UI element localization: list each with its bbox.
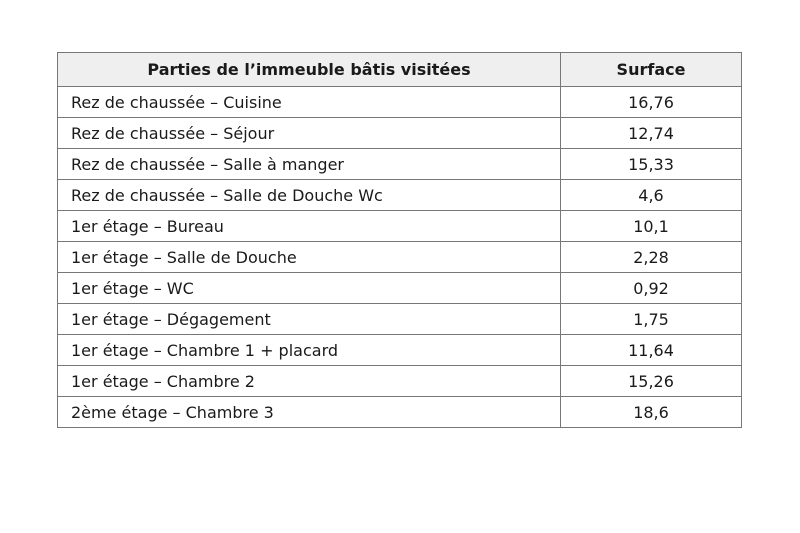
table-row: Rez de chaussée – Cuisine 16,76	[57, 86, 742, 118]
table-row: 1er étage – Chambre 2 15,26	[57, 365, 742, 397]
surface-table: Parties de l’immeuble bâtis visitées Sur…	[57, 52, 742, 428]
cell-surface: 18,6	[560, 396, 742, 428]
cell-part: 1er étage – WC	[57, 272, 561, 304]
cell-surface: 4,6	[560, 179, 742, 211]
table-header-row: Parties de l’immeuble bâtis visitées Sur…	[57, 52, 742, 87]
cell-surface: 2,28	[560, 241, 742, 273]
cell-part: 1er étage – Chambre 2	[57, 365, 561, 397]
table-row: 2ème étage – Chambre 3 18,6	[57, 396, 742, 428]
cell-part: Rez de chaussée – Cuisine	[57, 86, 561, 118]
table-row: 1er étage – Bureau 10,1	[57, 210, 742, 242]
table-row: 1er étage – Chambre 1 + placard 11,64	[57, 334, 742, 366]
cell-surface: 15,33	[560, 148, 742, 180]
cell-surface: 10,1	[560, 210, 742, 242]
header-surface: Surface	[560, 52, 742, 87]
cell-surface: 0,92	[560, 272, 742, 304]
cell-surface: 11,64	[560, 334, 742, 366]
cell-part: 1er étage – Bureau	[57, 210, 561, 242]
table-row: Rez de chaussée – Salle de Douche Wc 4,6	[57, 179, 742, 211]
cell-part: 2ème étage – Chambre 3	[57, 396, 561, 428]
header-parts: Parties de l’immeuble bâtis visitées	[57, 52, 561, 87]
cell-surface: 16,76	[560, 86, 742, 118]
table-row: 1er étage – Salle de Douche 2,28	[57, 241, 742, 273]
cell-surface: 1,75	[560, 303, 742, 335]
cell-part: Rez de chaussée – Séjour	[57, 117, 561, 149]
cell-part: Rez de chaussée – Salle de Douche Wc	[57, 179, 561, 211]
cell-surface: 12,74	[560, 117, 742, 149]
table-row: 1er étage – Dégagement 1,75	[57, 303, 742, 335]
table-row: Rez de chaussée – Salle à manger 15,33	[57, 148, 742, 180]
cell-part: Rez de chaussée – Salle à manger	[57, 148, 561, 180]
table-row: 1er étage – WC 0,92	[57, 272, 742, 304]
cell-part: 1er étage – Chambre 1 + placard	[57, 334, 561, 366]
table-row: Rez de chaussée – Séjour 12,74	[57, 117, 742, 149]
cell-part: 1er étage – Salle de Douche	[57, 241, 561, 273]
cell-surface: 15,26	[560, 365, 742, 397]
cell-part: 1er étage – Dégagement	[57, 303, 561, 335]
